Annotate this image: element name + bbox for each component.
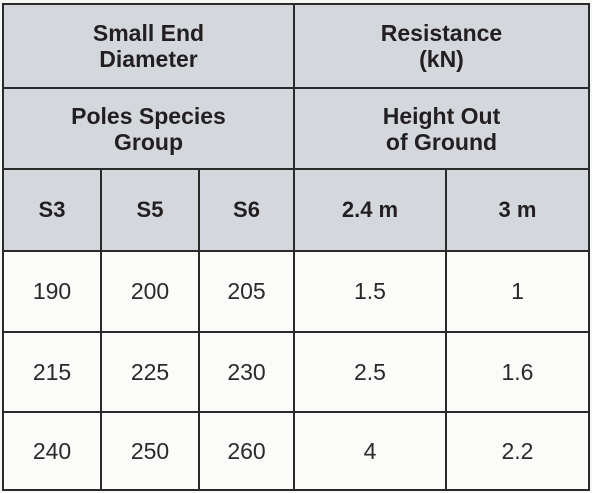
height-title-line-1: Height Out — [382, 102, 501, 129]
diameter-title-line-2: Diameter — [99, 46, 198, 72]
table-cell: 190 — [2, 250, 102, 333]
table-cell: 250 — [100, 411, 200, 491]
table-cell: 4 — [293, 411, 447, 491]
table-row: 240 250 260 4 2.2 — [2, 411, 590, 491]
column-header-2-4m: 2.4 m — [293, 168, 447, 252]
small-end-diameter-header: Small End Diameter — [2, 3, 295, 89]
column-header-3m: 3 m — [445, 168, 590, 252]
table-row: 190 200 205 1.5 1 — [2, 250, 590, 333]
resistance-title-line-2: (kN) — [419, 46, 464, 72]
column-header-s6: S6 — [198, 168, 295, 252]
height-title-line-2: of Ground — [385, 128, 498, 155]
table-cell: 200 — [100, 250, 200, 333]
diameter-title-line-1: Small End — [92, 20, 205, 46]
table-cell: 205 — [198, 250, 295, 333]
species-title-line-1: Poles Species — [71, 102, 226, 129]
table-cell: 1.5 — [293, 250, 447, 333]
table-cell: 2.2 — [445, 411, 590, 491]
table-cell: 215 — [2, 331, 102, 413]
species-title-line-2: Group — [114, 128, 183, 155]
pole-resistance-table: Small End Diameter Resistance (kN) Poles… — [2, 3, 590, 491]
table-cell: 240 — [2, 411, 102, 491]
height-out-of-ground-header: Height Out of Ground — [293, 87, 590, 170]
column-header-row: S3 S5 S6 2.4 m 3 m — [2, 168, 590, 252]
poles-species-group-header: Poles Species Group — [2, 87, 295, 170]
table-row: 215 225 230 2.5 1.6 — [2, 331, 590, 413]
table-cell: 1.6 — [445, 331, 590, 413]
table-cell: 1 — [445, 250, 590, 333]
resistance-header: Resistance (kN) — [293, 3, 590, 89]
header-row-1: Small End Diameter Resistance (kN) — [2, 3, 590, 89]
column-header-s3: S3 — [2, 168, 102, 252]
column-header-s5: S5 — [100, 168, 200, 252]
header-row-2: Poles Species Group Height Out of Ground — [2, 87, 590, 170]
table-cell: 260 — [198, 411, 295, 491]
table-cell: 2.5 — [293, 331, 447, 413]
resistance-title-line-1: Resistance — [380, 20, 503, 46]
table-cell: 230 — [198, 331, 295, 413]
table-cell: 225 — [100, 331, 200, 413]
